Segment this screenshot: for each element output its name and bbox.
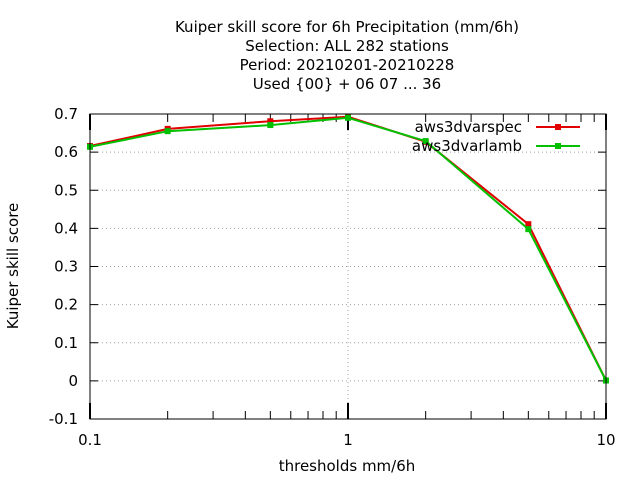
data-point	[422, 138, 429, 145]
y-tick-label: -0.1	[49, 410, 78, 428]
y-tick-label: 0	[68, 372, 78, 390]
x-tick-label: 0.1	[78, 431, 102, 449]
x-tick-label: 1	[343, 431, 353, 449]
data-point	[164, 128, 171, 135]
y-tick-label: 0.6	[54, 143, 78, 161]
x-axis-label: thresholds mm/6h	[279, 457, 416, 475]
data-point	[267, 118, 274, 125]
grid	[90, 114, 606, 419]
data-point	[525, 226, 532, 233]
title-line: Selection: ALL 282 stations	[245, 37, 449, 55]
title-line: Kuiper skill score for 6h Precipitation …	[175, 18, 519, 36]
axis-ticks: -0.1 0 0.1 0.2 0.3 0.4 0.5 0.6 0.7 0.1 1 10	[49, 105, 616, 449]
y-tick-label: 0.4	[54, 219, 78, 237]
y-tick-label: 0.1	[54, 334, 78, 352]
series-line-aws3dvarlamb	[89, 116, 607, 381]
legend-marker	[555, 143, 561, 149]
y-tick-label: 0.5	[54, 181, 78, 199]
data-point	[525, 221, 532, 228]
legend-label: aws3dvarspec	[415, 118, 522, 136]
title-line: Period: 20210201-20210228	[240, 56, 455, 74]
legend-marker	[555, 124, 561, 130]
y-tick-label: 0.2	[54, 296, 78, 314]
data-point	[267, 122, 274, 129]
plot-frame	[89, 113, 607, 420]
chart-title: Kuiper skill score for 6h Precipitation …	[175, 18, 519, 93]
series-line-aws3dvarspec	[89, 115, 607, 381]
y-axis-label: Kuiper skill score	[4, 203, 22, 330]
y-tick-label: 0.7	[54, 105, 78, 123]
x-tick-label: 10	[596, 431, 615, 449]
legend-label: aws3dvarlamb	[412, 137, 522, 155]
y-tick-label: 0.3	[54, 258, 78, 276]
title-line: Used {00} + 06 07 ... 36	[253, 75, 441, 93]
data-point	[345, 114, 351, 121]
